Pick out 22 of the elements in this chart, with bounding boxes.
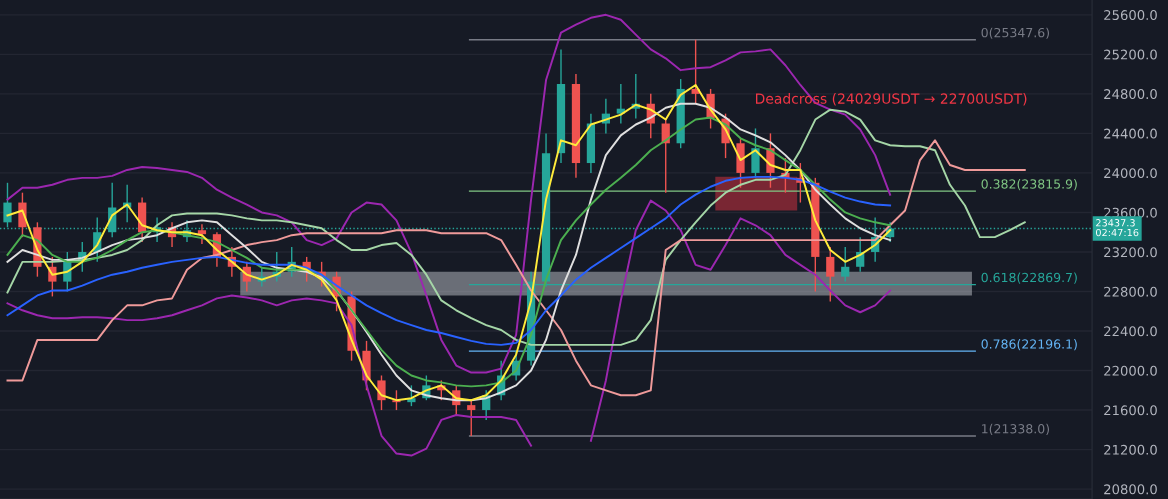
candlestick bbox=[467, 399, 476, 437]
y-tick-label: 22000.0 bbox=[1104, 365, 1157, 376]
candlestick bbox=[826, 246, 835, 303]
y-tick-label: 22800.0 bbox=[1104, 286, 1157, 297]
ref-line-label: 0.618(22869.7) bbox=[981, 272, 1077, 284]
ref-line-label: 0.786(22196.1) bbox=[981, 339, 1077, 351]
ref-line-label: 0(25347.6) bbox=[981, 27, 1050, 39]
y-tick-label: 25600.0 bbox=[1104, 10, 1157, 21]
y-tick-label: 24000.0 bbox=[1104, 168, 1157, 179]
y-tick-label: 24800.0 bbox=[1104, 89, 1157, 100]
candlestick bbox=[197, 223, 207, 245]
y-tick-label: 21600.0 bbox=[1104, 405, 1157, 416]
ref-line-label: 1(21338.0) bbox=[982, 423, 1050, 436]
y-tick-label: 22400.0 bbox=[1104, 326, 1157, 337]
ref-line-label: 0.382(23815.9) bbox=[981, 179, 1077, 191]
candlestick bbox=[841, 246, 850, 283]
y-tick-label: 25200.0 bbox=[1104, 49, 1157, 60]
y-tick-label: 23200.0 bbox=[1104, 247, 1157, 258]
ref-line-label: 23437.3 02:47:16 bbox=[1096, 219, 1139, 237]
y-tick-label: 24400.0 bbox=[1104, 128, 1157, 139]
y-tick-label: 21200.0 bbox=[1104, 444, 1157, 455]
y-tick-label: 20800.0 bbox=[1104, 484, 1157, 495]
